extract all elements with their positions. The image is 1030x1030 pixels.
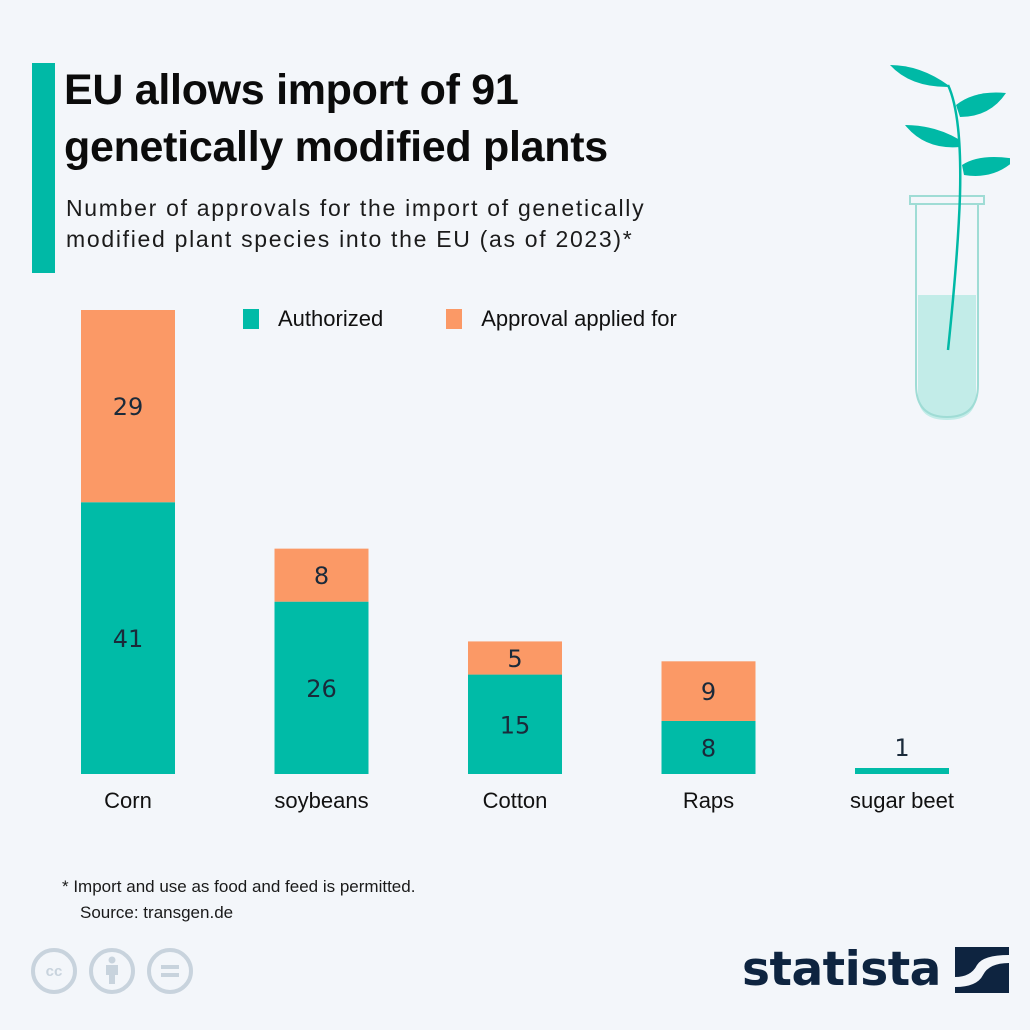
bar-corn-applied — [81, 310, 175, 503]
legend-label-applied: Approval applied for — [481, 306, 677, 331]
no-derivatives-icon[interactable] — [147, 948, 193, 994]
logo-text: statista — [742, 942, 941, 997]
category-label-sugar-beet: sugar beet — [850, 788, 954, 813]
bar-sugar-beet-authorized — [855, 768, 949, 774]
title-line-2: genetically modified plants — [64, 123, 608, 171]
tube-liquid — [918, 295, 976, 395]
footnote-note: * Import and use as food and feed is per… — [62, 877, 416, 896]
statista-logo-icon — [954, 946, 1009, 993]
footnote-source: Source: transgen.de — [80, 903, 234, 922]
legend-label-authorized: Authorized — [278, 306, 384, 331]
value-label-raps-authorized: 8 — [701, 734, 716, 762]
leaf-1 — [890, 65, 948, 87]
cc-icon[interactable]: cc — [31, 948, 77, 994]
category-label-cotton: Cotton — [483, 788, 548, 813]
person-glyph — [106, 956, 118, 984]
category-label-soybeans: soybeans — [274, 788, 368, 813]
equals-glyph — [161, 965, 179, 977]
value-label-soybeans-applied: 8 — [314, 562, 329, 590]
chart-subtitle: Number of approvals for the import of ge… — [66, 193, 826, 255]
value-label-corn-authorized: 41 — [113, 625, 144, 653]
cc-glyph: cc — [45, 962, 63, 980]
value-label-raps-applied: 9 — [701, 678, 716, 706]
category-label-raps: Raps — [683, 788, 734, 813]
legend-item-applied: Approval applied for — [446, 306, 677, 332]
bar-raps-authorized — [661, 720, 756, 774]
plant-test-tube-illustration — [890, 65, 1010, 420]
statista-logo[interactable]: statista — [742, 942, 1009, 997]
license-icons: cc — [31, 948, 193, 994]
bar-soybeans-authorized — [274, 601, 369, 774]
value-label-cotton-authorized: 15 — [500, 711, 531, 739]
tube-outline — [915, 205, 979, 419]
plant-stem — [946, 84, 962, 351]
value-label-cotton-applied: 5 — [507, 645, 522, 673]
tube-rim — [909, 195, 985, 205]
value-label-sugar-beet-authorized: 1 — [894, 734, 909, 762]
bar-cotton-authorized — [468, 674, 562, 774]
bar-soybeans-applied — [274, 548, 369, 602]
bar-corn-authorized — [81, 502, 175, 774]
legend: Authorized Approval applied for — [243, 306, 740, 332]
category-label-corn: Corn — [104, 788, 152, 813]
title-accent-bar — [32, 63, 55, 273]
subtitle-line-2: modified plant species into the EU (as o… — [66, 226, 634, 252]
legend-swatch-authorized — [243, 309, 259, 329]
title-line-1: EU allows import of 91 — [64, 66, 519, 114]
subtitle-line-1: Number of approvals for the import of ge… — [66, 195, 646, 221]
bar-cotton-applied — [468, 641, 562, 675]
leaf-2 — [956, 92, 1006, 117]
leaf-4 — [962, 157, 1010, 176]
leaf-3 — [905, 125, 960, 148]
value-label-corn-applied: 29 — [113, 393, 144, 421]
footnote: * Import and use as food and feed is per… — [62, 874, 415, 926]
attribution-icon[interactable] — [89, 948, 135, 994]
legend-item-authorized: Authorized — [243, 306, 383, 332]
chart-title: EU allows import of 91 genetically modif… — [64, 62, 844, 176]
legend-swatch-applied — [446, 309, 463, 329]
bar-raps-applied — [661, 661, 756, 721]
value-label-soybeans-authorized: 26 — [306, 675, 337, 703]
